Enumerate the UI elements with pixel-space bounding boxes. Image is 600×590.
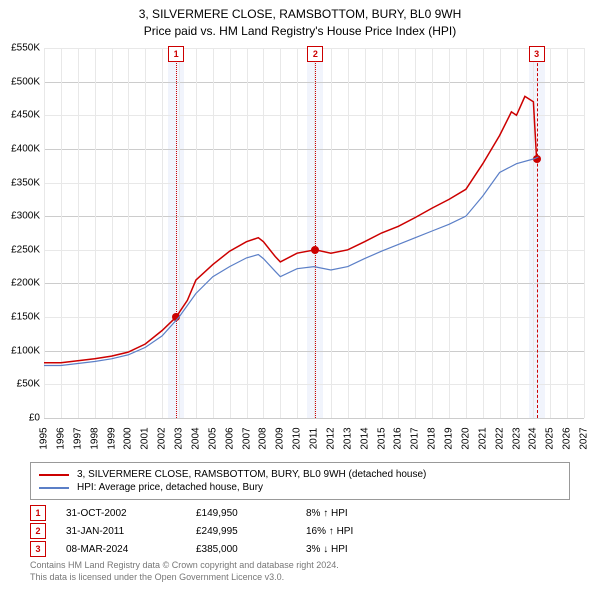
x-axis-label: 2023 [511,427,522,449]
sale-num-box: 1 [30,505,46,521]
x-axis-label: 2026 [562,427,573,449]
sale-num-box: 2 [30,523,46,539]
legend-label: 3, SILVERMERE CLOSE, RAMSBOTTOM, BURY, B… [77,469,426,480]
sale-date: 08-MAR-2024 [66,544,196,555]
title-line-2: Price paid vs. HM Land Registry's House … [0,23,600,40]
y-axis-label: £100K [2,345,40,356]
x-axis-label: 2027 [579,427,590,449]
x-axis-label: 2021 [477,427,488,449]
x-axis-label: 2022 [494,427,505,449]
x-axis-label: 2020 [460,427,471,449]
y-axis-label: £150K [2,312,40,323]
legend-label: HPI: Average price, detached house, Bury [77,482,263,493]
sale-price: £249,995 [196,526,306,537]
sales-table: 1 31-OCT-2002£149,9508% ↑ HPI 2 31-JAN-2011… [30,504,406,558]
x-axis-label: 1999 [106,427,117,449]
x-axis-label: 2015 [376,427,387,449]
sale-date: 31-JAN-2011 [66,526,196,537]
x-axis-label: 1998 [89,427,100,449]
chart-area: £0£50K£100K£150K£200K£250K£300K£350K£400… [44,48,584,418]
x-axis-label: 2016 [393,427,404,449]
y-axis-label: £550K [2,43,40,54]
sale-num-box: 3 [30,541,46,557]
series-lines [44,48,584,418]
x-axis-label: 2024 [528,427,539,449]
x-axis-label: 2008 [258,427,269,449]
legend-swatch [39,474,69,476]
series-hpi [44,157,538,366]
chart-title: 3, SILVERMERE CLOSE, RAMSBOTTOM, BURY, B… [0,0,600,40]
chart-container: 3, SILVERMERE CLOSE, RAMSBOTTOM, BURY, B… [0,0,600,590]
gridline-h [44,418,584,419]
x-axis-label: 2012 [325,427,336,449]
gridline-v [584,48,585,418]
y-axis-label: £50K [2,379,40,390]
x-axis-label: 2018 [427,427,438,449]
x-axis-label: 2005 [207,427,218,449]
series-property [44,96,537,362]
x-axis-label: 2019 [444,427,455,449]
x-axis-label: 1997 [72,427,83,449]
y-axis-label: £300K [2,211,40,222]
sale-row: 1 31-OCT-2002£149,9508% ↑ HPI [30,504,406,522]
sale-price: £149,950 [196,508,306,519]
sale-price: £385,000 [196,544,306,555]
x-axis-label: 2003 [174,427,185,449]
y-axis-label: £350K [2,177,40,188]
y-axis-label: £200K [2,278,40,289]
sale-diff: 16% ↑ HPI [306,526,406,537]
x-axis-label: 2010 [292,427,303,449]
title-line-1: 3, SILVERMERE CLOSE, RAMSBOTTOM, BURY, B… [0,6,600,23]
legend-item: HPI: Average price, detached house, Bury [39,481,561,494]
sale-diff: 8% ↑ HPI [306,508,406,519]
x-axis-label: 1995 [39,427,50,449]
x-axis-label: 2025 [545,427,556,449]
x-axis-label: 2007 [241,427,252,449]
y-axis-label: £0 [2,413,40,424]
x-axis-label: 2011 [309,428,320,450]
x-axis-label: 2000 [123,427,134,449]
sale-row: 3 08-MAR-2024£385,0003% ↓ HPI [30,540,406,558]
sale-date: 31-OCT-2002 [66,508,196,519]
sale-row: 2 31-JAN-2011£249,99516% ↑ HPI [30,522,406,540]
y-axis-label: £450K [2,110,40,121]
legend-box: 3, SILVERMERE CLOSE, RAMSBOTTOM, BURY, B… [30,462,570,500]
x-axis-label: 2001 [140,427,151,449]
y-axis-label: £500K [2,76,40,87]
x-axis-label: 2002 [157,427,168,449]
legend-item: 3, SILVERMERE CLOSE, RAMSBOTTOM, BURY, B… [39,468,561,481]
footer-line-1: Contains HM Land Registry data © Crown c… [30,560,339,572]
x-axis-label: 2017 [410,427,421,449]
sale-diff: 3% ↓ HPI [306,544,406,555]
x-axis-label: 2006 [224,427,235,449]
y-axis-label: £250K [2,244,40,255]
x-axis-label: 2013 [342,427,353,449]
x-axis-label: 2004 [190,427,201,449]
x-axis-label: 1996 [55,427,66,449]
y-axis-label: £400K [2,143,40,154]
x-axis-label: 2009 [275,427,286,449]
footer-attribution: Contains HM Land Registry data © Crown c… [30,560,339,583]
legend-swatch [39,487,69,489]
footer-line-2: This data is licensed under the Open Gov… [30,572,339,584]
x-axis-label: 2014 [359,427,370,449]
